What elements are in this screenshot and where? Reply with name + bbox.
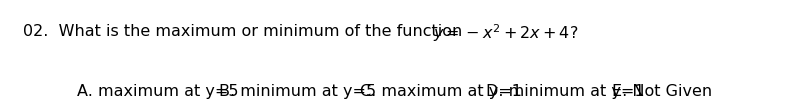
Text: $y = -x^2 + 2x + 4?$: $y = -x^2 + 2x + 4?$ [433,23,578,44]
Text: B. minimum at y=5: B. minimum at y=5 [219,84,376,99]
Text: C. maximum at y=1: C. maximum at y=1 [360,84,522,99]
Text: 02.  What is the maximum or minimum of the function: 02. What is the maximum or minimum of th… [23,24,467,39]
Text: E. Not Given: E. Not Given [612,84,712,99]
Text: A. maximum at y=5: A. maximum at y=5 [77,84,238,99]
Text: D. minimum at y=1: D. minimum at y=1 [486,84,645,99]
